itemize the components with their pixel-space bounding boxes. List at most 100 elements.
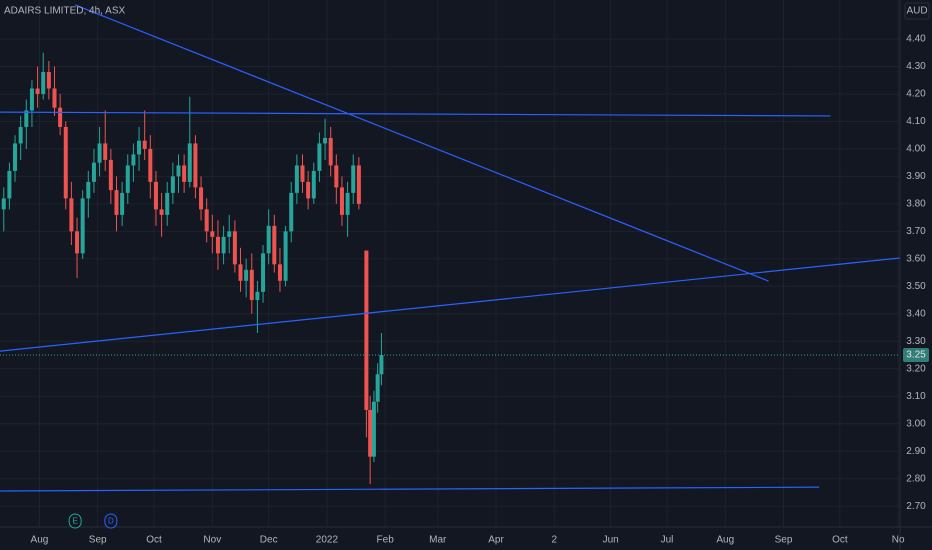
candle-body	[58, 107, 63, 127]
event-label: D	[108, 517, 114, 526]
candle-body	[29, 88, 34, 111]
candle-body	[227, 231, 232, 237]
y-tick-label: 3.70	[906, 226, 926, 237]
y-tick-label: 4.40	[906, 34, 926, 45]
trendline	[0, 111, 831, 117]
candle-body	[294, 165, 299, 193]
candle-body	[328, 137, 333, 166]
y-tick-label: 2.80	[906, 473, 926, 484]
x-tick-label: 2	[551, 535, 557, 546]
candle-body	[114, 190, 119, 215]
candle-body	[221, 236, 226, 254]
y-tick-label: 3.10	[906, 391, 926, 402]
candle-body	[52, 88, 57, 108]
candle-body	[272, 225, 277, 265]
candle-body	[176, 165, 181, 177]
last-price-badge	[903, 347, 929, 362]
y-tick-label: 3.90	[906, 171, 926, 182]
event-marker[interactable]: E	[68, 513, 82, 529]
candle-body	[345, 192, 350, 215]
candle-body	[232, 231, 237, 265]
candle-body	[7, 170, 12, 199]
candle-body	[238, 264, 243, 281]
y-tick-label: 3.30	[906, 336, 926, 347]
candle-body	[317, 143, 322, 171]
trendline	[0, 486, 820, 492]
y-tick-label: 4.20	[906, 89, 926, 100]
x-tick-label: Mar	[429, 535, 447, 546]
candle-body	[244, 269, 249, 281]
x-tick-label: No	[892, 535, 905, 546]
candle-body	[339, 187, 344, 215]
candle-body	[97, 143, 102, 163]
x-tick-label: Sep	[775, 535, 793, 546]
candle-body	[13, 143, 18, 171]
candle-body	[323, 137, 328, 144]
candle-body	[182, 165, 187, 182]
x-tick-label: Oct	[832, 535, 848, 546]
candle-body	[255, 291, 260, 301]
candle-body	[215, 236, 220, 254]
y-tick-label: 3.40	[906, 308, 926, 319]
candle-body	[103, 143, 108, 160]
candle-body	[266, 225, 271, 254]
event-marker[interactable]: D	[104, 513, 118, 529]
chart-title: ADAIRS LIMITED, 4h, ASX	[4, 6, 125, 17]
y-tick-label: 2.70	[906, 501, 926, 512]
candle-body	[356, 165, 361, 204]
y-tick-label: 3.20	[906, 363, 926, 374]
y-tick-label: 4.10	[906, 116, 926, 127]
y-tick-label: 4.00	[906, 144, 926, 155]
candle-body	[306, 181, 311, 199]
currency-box	[904, 2, 930, 20]
candle-body	[277, 264, 282, 281]
candle-body	[364, 250, 369, 410]
candle-body	[193, 143, 198, 188]
candle-body	[142, 140, 147, 149]
y-tick-label: 2.90	[906, 446, 926, 457]
trendline	[74, 4, 769, 282]
candle-body	[170, 176, 175, 193]
x-tick-label: Aug	[31, 535, 49, 546]
y-tick-label: 3.50	[906, 281, 926, 292]
candle-body	[249, 269, 254, 301]
x-tick-label: Nov	[203, 535, 221, 546]
y-tick-label: 3.00	[906, 418, 926, 429]
candle-body	[41, 71, 46, 94]
y-tick-label: 3.80	[906, 199, 926, 210]
candle-body	[371, 401, 376, 457]
plot-area	[0, 4, 900, 492]
candle-body	[80, 198, 85, 254]
candle-body	[148, 148, 153, 182]
x-tick-label: Jul	[661, 535, 674, 546]
candle-body	[108, 159, 113, 191]
grid	[0, 0, 900, 527]
candle-body	[351, 165, 356, 193]
currency-label: AUD	[906, 6, 927, 17]
candle-body	[137, 140, 142, 155]
candle-body	[311, 170, 316, 199]
candle-body	[86, 181, 91, 199]
candle-body	[261, 253, 266, 292]
candle-body	[1, 198, 6, 210]
candle-body	[24, 110, 29, 127]
x-tick-label: Oct	[146, 535, 162, 546]
candle-body	[368, 409, 373, 457]
candle-body	[131, 154, 136, 166]
last-price-label: 3.25	[906, 350, 926, 361]
x-tick-label: Aug	[716, 535, 734, 546]
event-label: E	[72, 517, 77, 526]
candle-body	[204, 209, 209, 232]
candle-body	[199, 187, 204, 210]
candle-body	[91, 162, 96, 182]
candle-body	[187, 143, 192, 182]
candle-body	[210, 231, 215, 237]
candle-body	[35, 88, 40, 94]
candle-body	[283, 231, 288, 281]
x-tick-label: Dec	[260, 535, 278, 546]
candle-body	[159, 209, 164, 215]
candle-body	[289, 192, 294, 232]
